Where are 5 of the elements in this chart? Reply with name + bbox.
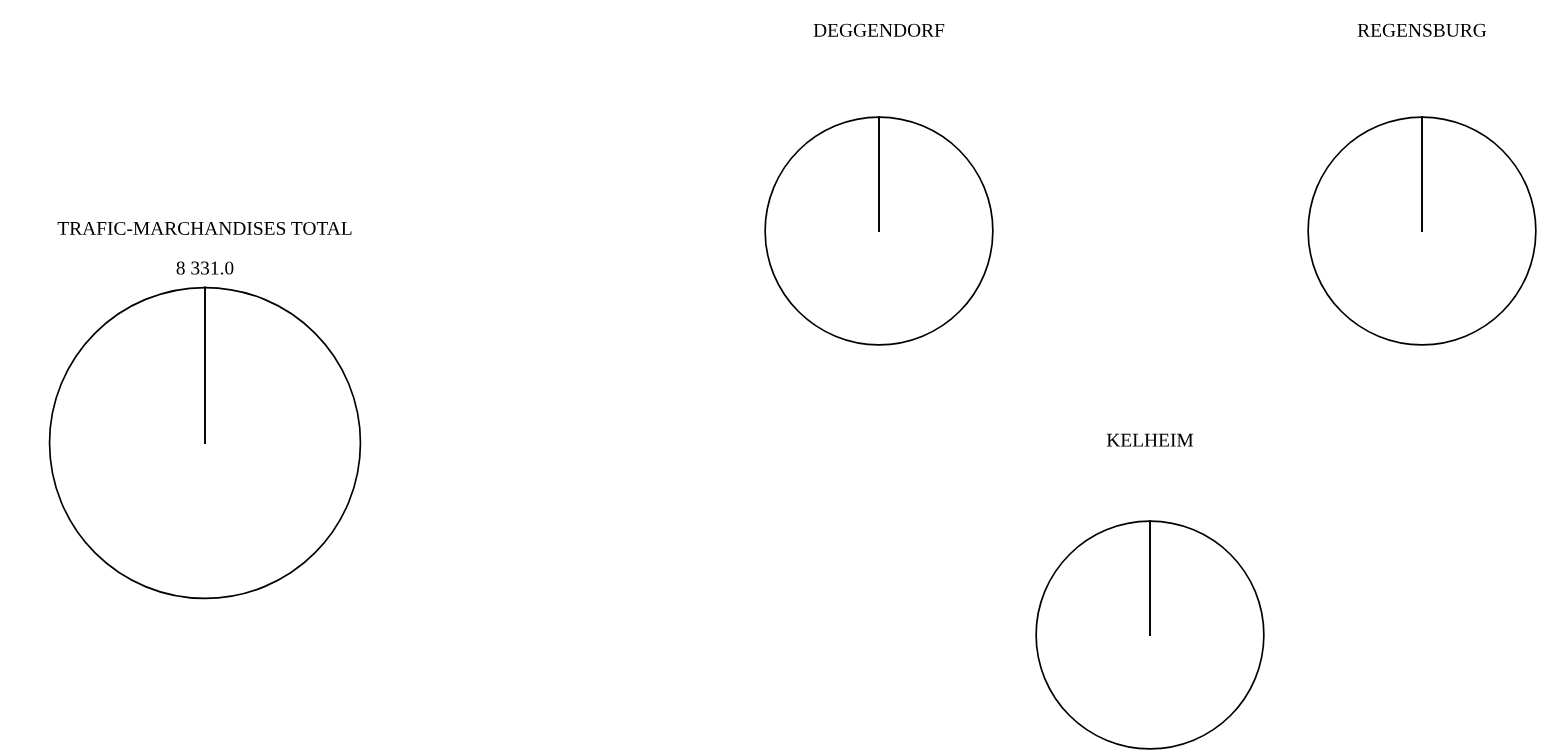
chart-title: KELHEIM	[1106, 433, 1194, 447]
data-label: 8 331.0	[176, 261, 234, 275]
chart-title: DEGGENDORF	[813, 23, 945, 37]
chart-title: REGENSBURG	[1357, 23, 1487, 37]
chart-title: TRAFIC-MARCHANDISES TOTAL	[57, 221, 352, 235]
